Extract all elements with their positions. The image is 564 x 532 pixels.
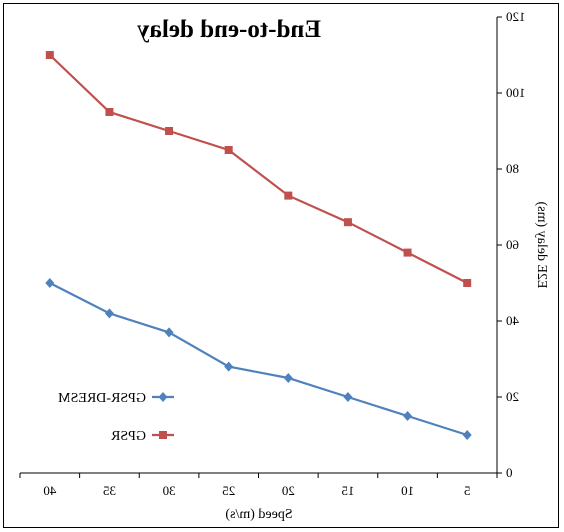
x-tick-label: 5 — [464, 483, 471, 498]
x-tick-label: 35 — [103, 483, 116, 498]
y-tick-label: 100 — [506, 85, 526, 100]
x-tick-label: 40 — [43, 483, 56, 498]
data-point — [45, 278, 55, 288]
legend-label: GPSR-DRESM — [58, 391, 146, 406]
data-point — [403, 411, 413, 421]
chart-title: End-to-end delay — [136, 16, 321, 43]
y-ticks: 0 20 40 60 80 100 120 — [497, 9, 526, 480]
legend-item: GPSR-DRESM — [58, 391, 174, 406]
x-tick-label: 25 — [222, 483, 235, 498]
legend-item: GPSR — [110, 429, 174, 444]
y-tick-label: 20 — [506, 389, 519, 404]
data-point — [462, 430, 472, 440]
chart-frame — [3, 3, 559, 528]
data-point — [224, 361, 234, 372]
data-point — [343, 392, 353, 402]
data-point — [105, 108, 114, 116]
series-layer — [45, 51, 472, 440]
data-point — [283, 373, 293, 383]
series-line — [49, 54, 468, 284]
chart-axes: 5 10 15 20 25 30 35 40 0 20 40 60 80 100 120 — [19, 9, 526, 498]
data-point — [224, 146, 233, 154]
chart-legend: GPSR-DRESM GPSR — [58, 391, 174, 444]
x-ticks: 5 10 15 20 25 30 35 40 — [19, 473, 498, 498]
x-axis-title: Speed (m/s) — [225, 507, 293, 522]
y-tick-label: 0 — [506, 465, 513, 480]
series-gpsr-dresm — [45, 278, 472, 440]
x-tick-label: 15 — [341, 483, 354, 498]
data-point — [463, 279, 472, 287]
data-point — [45, 51, 54, 59]
legend-marker — [159, 431, 167, 439]
series-gpsr — [45, 51, 472, 287]
x-tick-label: 10 — [401, 483, 414, 498]
series-line — [49, 282, 468, 437]
x-tick-label: 20 — [282, 483, 295, 498]
data-point — [104, 308, 114, 319]
y-tick-label: 120 — [506, 9, 526, 24]
data-point — [284, 191, 293, 200]
x-tick-label: 30 — [163, 483, 176, 498]
data-point — [165, 127, 174, 135]
y-axis-title: E2E delay (ms) — [534, 201, 549, 288]
y-tick-label: 60 — [506, 237, 519, 252]
data-point — [343, 218, 352, 227]
y-tick-label: 80 — [506, 161, 519, 176]
legend-label: GPSR — [110, 429, 146, 444]
y-tick-label: 40 — [506, 313, 519, 328]
data-point — [403, 248, 412, 257]
legend-marker — [158, 392, 168, 402]
data-point — [164, 327, 174, 338]
